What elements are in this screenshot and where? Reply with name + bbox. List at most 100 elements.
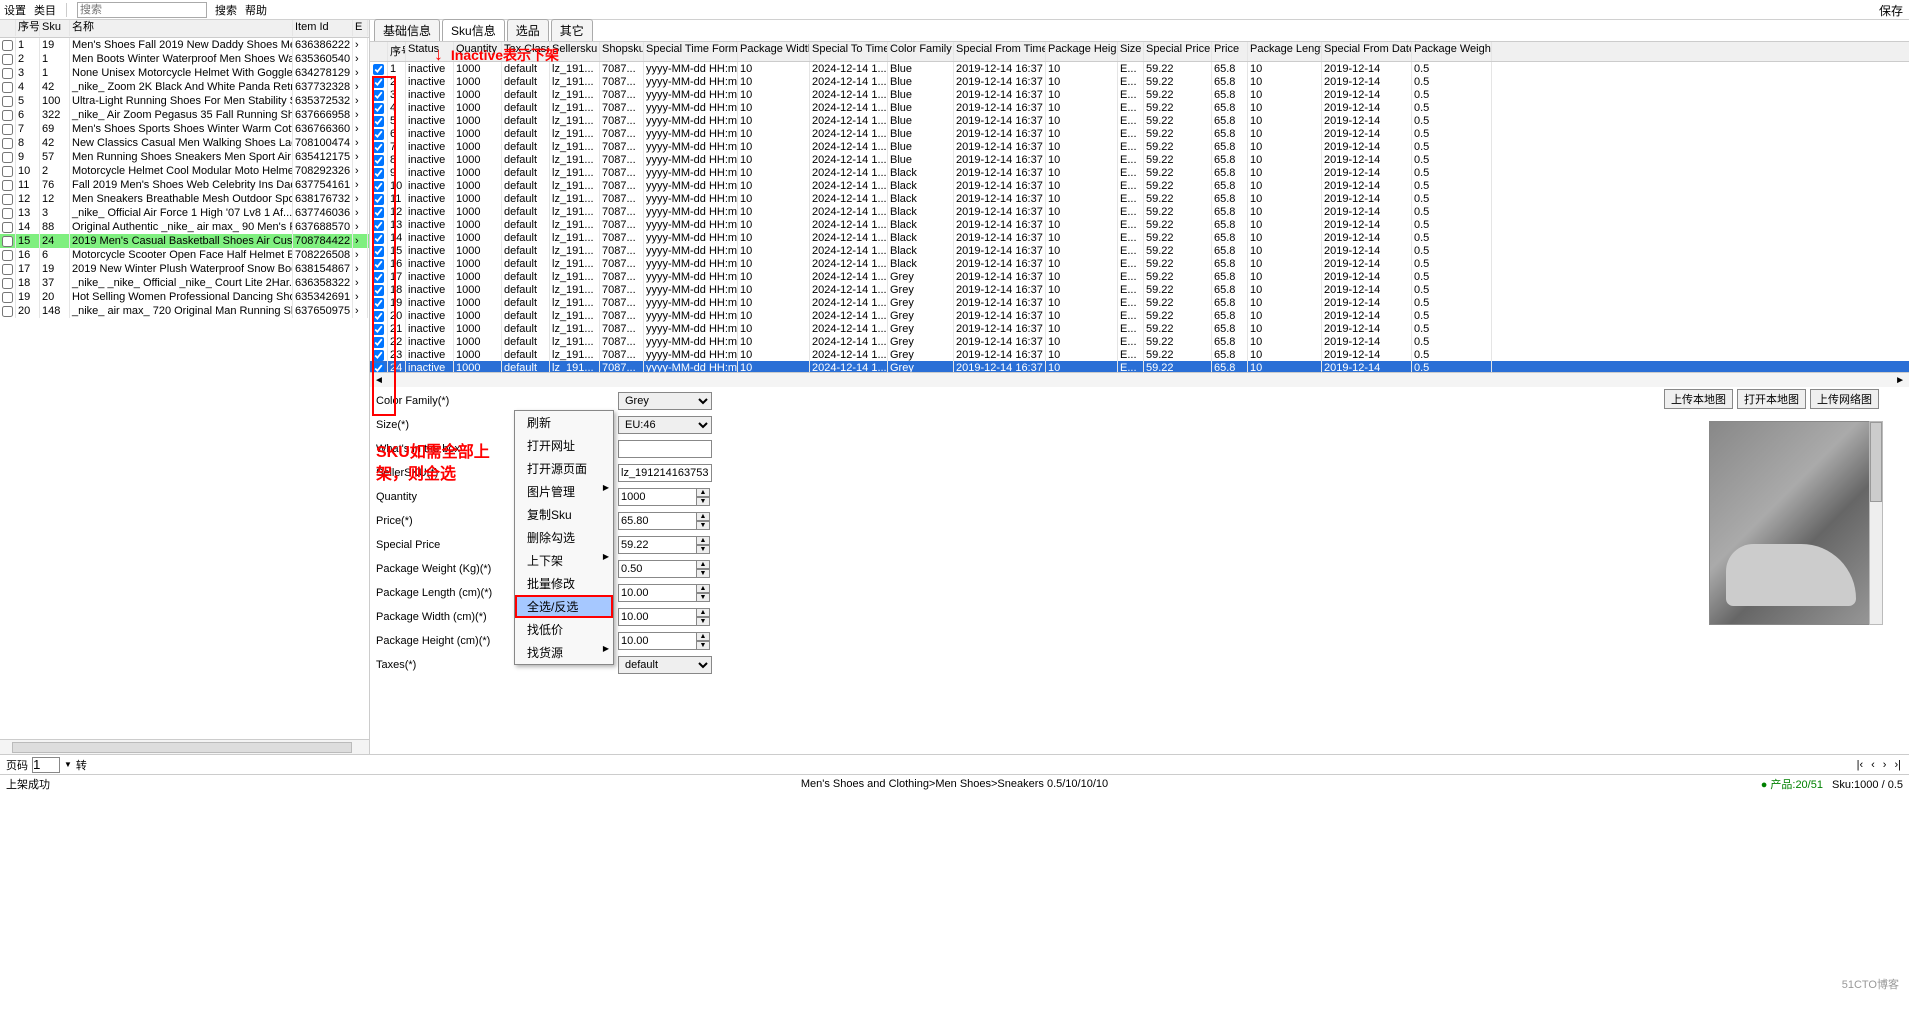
tab-basic[interactable]: 基础信息: [374, 19, 440, 41]
sku-checkbox[interactable]: [373, 298, 384, 309]
sel-size[interactable]: EU:46: [618, 416, 712, 434]
inp-qty[interactable]: [618, 488, 696, 506]
pager-input[interactable]: [32, 757, 60, 773]
sku-checkbox[interactable]: [373, 181, 384, 192]
save-button[interactable]: 保存: [1879, 2, 1903, 19]
row-checkbox[interactable]: [2, 138, 13, 149]
sku-col[interactable]: Special Time Format: [644, 42, 738, 61]
sku-col[interactable]: Tax Class: [502, 42, 550, 61]
row-checkbox[interactable]: [2, 124, 13, 135]
pl-dn[interactable]: ▼: [696, 593, 710, 602]
row-checkbox[interactable]: [2, 194, 13, 205]
sku-checkbox[interactable]: [373, 90, 384, 101]
sku-checkbox[interactable]: [373, 64, 384, 75]
sku-checkbox[interactable]: [373, 116, 384, 127]
sku-row[interactable]: 9inactive1000defaultlz_191...7087...yyyy…: [370, 166, 1909, 179]
sku-checkbox[interactable]: [373, 272, 384, 283]
sel-color[interactable]: Grey: [618, 392, 712, 410]
row-checkbox[interactable]: [2, 110, 13, 121]
inp-sprice[interactable]: [618, 536, 696, 554]
sku-checkbox[interactable]: [373, 207, 384, 218]
sku-row[interactable]: 5inactive1000defaultlz_191...7087...yyyy…: [370, 114, 1909, 127]
sku-col[interactable]: Price: [1212, 42, 1248, 61]
sku-row[interactable]: 2inactive1000defaultlz_191...7087...yyyy…: [370, 75, 1909, 88]
row-checkbox[interactable]: [2, 166, 13, 177]
pager-go[interactable]: 转: [76, 757, 87, 773]
product-row[interactable]: 1176Fall 2019 Men's Shoes Web Celebrity …: [0, 178, 369, 192]
pager-first[interactable]: |‹: [1855, 759, 1866, 771]
sku-row[interactable]: 4inactive1000defaultlz_191...7087...yyyy…: [370, 101, 1909, 114]
product-row[interactable]: 6322_nike_ Air Zoom Pegasus 35 Fall Runn…: [0, 108, 369, 122]
product-row[interactable]: 1837_nike_ _nike_ Official _nike_ Court …: [0, 276, 369, 290]
sprice-dn[interactable]: ▼: [696, 545, 710, 554]
inp-ph[interactable]: [618, 632, 696, 650]
btn-upload-local[interactable]: 上传本地图: [1664, 389, 1733, 409]
row-checkbox[interactable]: [2, 96, 13, 107]
sku-checkbox[interactable]: [373, 259, 384, 270]
pager-prev[interactable]: ‹: [1869, 759, 1877, 771]
tab-other[interactable]: 其它: [551, 19, 593, 41]
sku-checkbox[interactable]: [373, 246, 384, 257]
row-checkbox[interactable]: [2, 82, 13, 93]
sku-col[interactable]: Size: [1118, 42, 1144, 61]
sku-row[interactable]: 11inactive1000defaultlz_191...7087...yyy…: [370, 192, 1909, 205]
sku-row[interactable]: 3inactive1000defaultlz_191...7087...yyyy…: [370, 88, 1909, 101]
product-row[interactable]: 5100Ultra-Light Running Shoes For Men St…: [0, 94, 369, 108]
sku-checkbox[interactable]: [373, 311, 384, 322]
product-row[interactable]: 1920Hot Selling Women Professional Danci…: [0, 290, 369, 304]
sku-checkbox[interactable]: [373, 142, 384, 153]
menu-search[interactable]: 搜索: [215, 2, 237, 18]
sku-col[interactable]: Package Weight: [1412, 42, 1492, 61]
product-row[interactable]: 133_nike_ Official Air Force 1 High '07 …: [0, 206, 369, 220]
sku-row[interactable]: 20inactive1000defaultlz_191...7087...yyy…: [370, 309, 1909, 322]
pw-up[interactable]: ▲: [696, 560, 710, 569]
col-name[interactable]: 名称: [70, 20, 293, 36]
row-checkbox[interactable]: [2, 292, 13, 303]
sku-col[interactable]: Package Length: [1248, 42, 1322, 61]
sku-checkbox[interactable]: [373, 155, 384, 166]
tab-select[interactable]: 选品: [507, 19, 549, 41]
left-hscroll[interactable]: [0, 739, 369, 754]
product-row[interactable]: 957Men Running Shoes Sneakers Men Sport …: [0, 150, 369, 164]
sku-col[interactable]: Status: [406, 42, 454, 61]
menu-settings[interactable]: 设置: [4, 2, 26, 18]
sku-row[interactable]: 22inactive1000defaultlz_191...7087...yyy…: [370, 335, 1909, 348]
sku-col[interactable]: Sellersku: [550, 42, 600, 61]
pwi-dn[interactable]: ▼: [696, 617, 710, 626]
sku-checkbox[interactable]: [373, 233, 384, 244]
sku-col[interactable]: Special From Time: [954, 42, 1046, 61]
sku-row[interactable]: 18inactive1000defaultlz_191...7087...yyy…: [370, 283, 1909, 296]
product-row[interactable]: 17192019 New Winter Plush Waterproof Sno…: [0, 262, 369, 276]
sku-row[interactable]: 10inactive1000defaultlz_191...7087...yyy…: [370, 179, 1909, 192]
ctx-item[interactable]: 打开网址: [515, 434, 613, 457]
sku-row[interactable]: 12inactive1000defaultlz_191...7087...yyy…: [370, 205, 1909, 218]
sku-row[interactable]: 7inactive1000defaultlz_191...7087...yyyy…: [370, 140, 1909, 153]
menu-category[interactable]: 类目: [34, 2, 56, 18]
ctx-item[interactable]: 复制Sku: [515, 503, 613, 526]
inp-ssku[interactable]: [618, 464, 712, 482]
row-checkbox[interactable]: [2, 306, 13, 317]
ph-up[interactable]: ▲: [696, 632, 710, 641]
sku-col[interactable]: Color Family: [888, 42, 954, 61]
sku-checkbox[interactable]: [373, 168, 384, 179]
sku-row[interactable]: 6inactive1000defaultlz_191...7087...yyyy…: [370, 127, 1909, 140]
sku-checkbox[interactable]: [373, 285, 384, 296]
sku-col[interactable]: 序号: [388, 42, 406, 61]
row-checkbox[interactable]: [2, 180, 13, 191]
qty-dn[interactable]: ▼: [696, 497, 710, 506]
sku-checkbox[interactable]: [373, 363, 384, 372]
sku-row[interactable]: 19inactive1000defaultlz_191...7087...yyy…: [370, 296, 1909, 309]
sku-row[interactable]: 1inactive1000defaultlz_191...7087...yyyy…: [370, 62, 1909, 75]
sku-row[interactable]: 24inactive1000defaultlz_191...7087...yyy…: [370, 361, 1909, 372]
row-checkbox[interactable]: [2, 264, 13, 275]
sku-col[interactable]: Package Height: [1046, 42, 1118, 61]
ctx-item[interactable]: 全选/反选: [515, 595, 613, 618]
product-row[interactable]: 842New Classics Casual Men Walking Shoes…: [0, 136, 369, 150]
col-item[interactable]: Item Id: [293, 20, 353, 36]
ctx-item[interactable]: 上下架: [515, 549, 613, 572]
sku-col[interactable]: Special From Date: [1322, 42, 1412, 61]
row-checkbox[interactable]: [2, 40, 13, 51]
product-row[interactable]: 442_nike_ Zoom 2K Black And White Panda …: [0, 80, 369, 94]
sku-checkbox[interactable]: [373, 220, 384, 231]
sku-col[interactable]: Special Price: [1144, 42, 1212, 61]
